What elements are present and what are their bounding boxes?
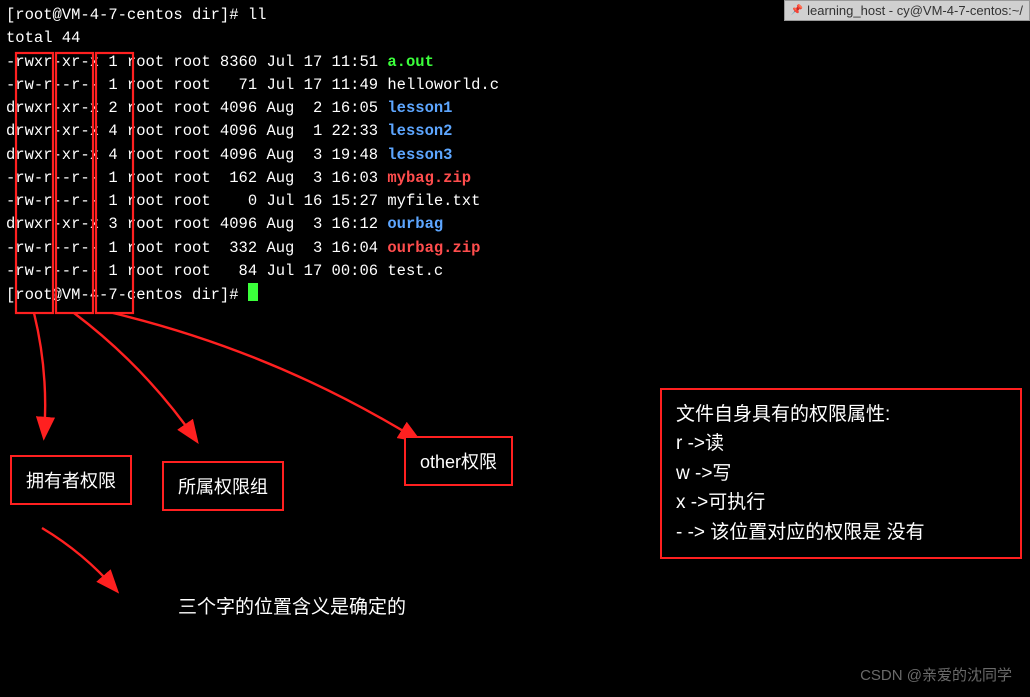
position-note: 三个字的位置含义是确定的 [178, 592, 406, 619]
info-dash: - -> 该位置对应的权限是 没有 [676, 518, 1006, 547]
window-title-tab: 📌 learning_host - cy@VM-4-7-centos:~/ [784, 0, 1030, 21]
info-w: w ->写 [676, 459, 1006, 488]
owner-perm-label: 拥有者权限 [10, 455, 132, 505]
pin-icon: 📌 [791, 5, 803, 16]
info-r: r ->读 [676, 429, 1006, 458]
window-title-text: learning_host - cy@VM-4-7-centos:~/ [807, 3, 1023, 18]
other-perm-label: other权限 [404, 436, 513, 486]
group-perm-label: 所属权限组 [162, 461, 284, 511]
watermark: CSDN @亲爱的沈同学 [860, 664, 1012, 685]
info-title: 文件自身具有的权限属性: [676, 400, 1006, 429]
info-x: x ->可执行 [676, 488, 1006, 517]
terminal[interactable]: [root@VM-4-7-centos dir]# ll total 44 -r… [0, 0, 1030, 311]
permission-info-box: 文件自身具有的权限属性: r ->读 w ->写 x ->可执行 - -> 该位… [660, 388, 1022, 559]
